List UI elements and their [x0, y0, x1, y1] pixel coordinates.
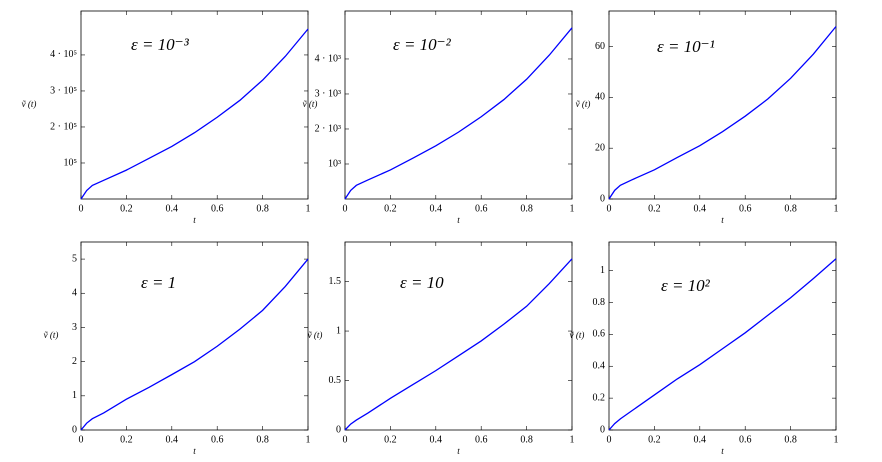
x-tick-label: 0.4	[430, 203, 443, 214]
x-tick-label: 0	[607, 434, 612, 445]
plot-frame	[608, 10, 837, 200]
x-tick-label: 0.6	[475, 203, 488, 214]
y-tick-label: 40	[595, 92, 605, 103]
annotation: ε = 10⁻³	[131, 35, 190, 54]
y-tick-label: 0.2	[593, 392, 606, 403]
x-tick-label: 0	[343, 434, 348, 445]
y-tick-label: 0.4	[593, 361, 606, 372]
y-tick-label: 10⁵	[64, 157, 78, 168]
annotation: ε = 10⁻¹	[657, 37, 715, 56]
annotation: ε = 10⁻²	[393, 35, 452, 54]
x-axis-label: t	[721, 446, 724, 456]
x-tick-label: 0.2	[384, 434, 397, 445]
plot-frame	[80, 241, 309, 431]
x-tick-label: 0.4	[166, 203, 179, 214]
data-line	[80, 258, 309, 431]
x-tick-label: 0.4	[694, 434, 707, 445]
x-tick-label: 0.6	[211, 203, 224, 214]
y-tick-label: 0.6	[593, 329, 606, 340]
x-tick-label: 0.6	[739, 203, 752, 214]
x-tick-label: 0.8	[520, 203, 533, 214]
x-tick-label: 0.8	[784, 434, 797, 445]
data-line	[344, 258, 573, 431]
x-tick-label: 1	[306, 434, 311, 445]
annotation: ε = 10²	[661, 276, 711, 295]
y-axis-label: ṽ (t)	[44, 330, 59, 340]
plot-frame	[344, 10, 573, 200]
x-tick-label: 1	[306, 203, 311, 214]
data-line	[80, 28, 309, 200]
y-tick-label: 4 · 10³	[315, 53, 341, 64]
x-tick-label: 0.4	[166, 434, 179, 445]
data-line	[608, 258, 837, 431]
annotation: ε = 1	[141, 273, 176, 292]
x-tick-label: 0.8	[256, 203, 269, 214]
x-tick-label: 0.8	[784, 203, 797, 214]
x-tick-label: 0	[343, 203, 348, 214]
y-axis-label: ṽ (t)	[570, 330, 585, 340]
y-tick-label: 0.5	[329, 375, 342, 386]
x-tick-label: 0	[79, 203, 84, 214]
data-line	[608, 26, 837, 200]
y-axis-label: ṽ (t)	[576, 99, 591, 109]
y-tick-label: 2 · 10⁵	[50, 121, 77, 132]
y-axis-label: ṽ (t)	[308, 330, 323, 340]
x-tick-label: 1	[570, 203, 575, 214]
x-axis-label: t	[457, 215, 460, 225]
y-tick-label: 1.5	[329, 276, 342, 287]
x-axis-label: t	[457, 446, 460, 456]
x-tick-label: 0	[79, 434, 84, 445]
x-axis-label: t	[193, 446, 196, 456]
y-tick-label: 60	[595, 41, 605, 52]
x-tick-label: 0.2	[120, 434, 133, 445]
y-tick-label: 0	[600, 424, 605, 435]
x-tick-label: 0.8	[256, 434, 269, 445]
y-tick-label: 4	[72, 288, 77, 299]
x-tick-label: 0.2	[120, 203, 133, 214]
plot-frame	[608, 241, 837, 431]
y-tick-label: 10³	[328, 158, 341, 169]
y-tick-label: 3	[72, 322, 77, 333]
x-axis-label: t	[721, 215, 724, 225]
y-tick-label: 0.8	[593, 297, 606, 308]
x-tick-label: 1	[834, 434, 839, 445]
y-tick-label: 0	[600, 193, 605, 204]
plot-frame	[344, 241, 573, 431]
y-tick-label: 1	[600, 265, 605, 276]
y-tick-label: 3 · 10⁵	[50, 85, 77, 96]
y-axis-label: ṽ (t)	[303, 99, 318, 109]
y-tick-label: 2	[72, 356, 77, 367]
y-tick-label: 1	[72, 390, 77, 401]
x-tick-label: 0.6	[211, 434, 224, 445]
x-tick-label: 0.2	[384, 203, 397, 214]
y-tick-label: 1	[336, 325, 341, 336]
y-tick-label: 5	[72, 253, 77, 264]
x-tick-label: 1	[570, 434, 575, 445]
data-line	[344, 27, 573, 200]
x-axis-label: t	[193, 215, 196, 225]
x-tick-label: 0.8	[520, 434, 533, 445]
x-tick-label: 0.2	[648, 434, 661, 445]
x-tick-label: 0.2	[648, 203, 661, 214]
y-tick-label: 0	[336, 424, 341, 435]
plot-frame	[80, 10, 309, 200]
x-tick-label: 0.6	[739, 434, 752, 445]
x-tick-label: 0.6	[475, 434, 488, 445]
y-axis-label: ṽ (t)	[22, 99, 37, 109]
y-tick-label: 4 · 10⁵	[50, 49, 77, 60]
x-tick-label: 1	[834, 203, 839, 214]
x-tick-label: 0.4	[430, 434, 443, 445]
annotation: ε = 10	[400, 273, 444, 292]
y-tick-label: 2 · 10³	[315, 123, 341, 134]
y-tick-label: 20	[595, 142, 605, 153]
y-tick-label: 3 · 10³	[315, 88, 341, 99]
x-tick-label: 0.4	[694, 203, 707, 214]
x-tick-label: 0	[607, 203, 612, 214]
y-tick-label: 0	[72, 424, 77, 435]
